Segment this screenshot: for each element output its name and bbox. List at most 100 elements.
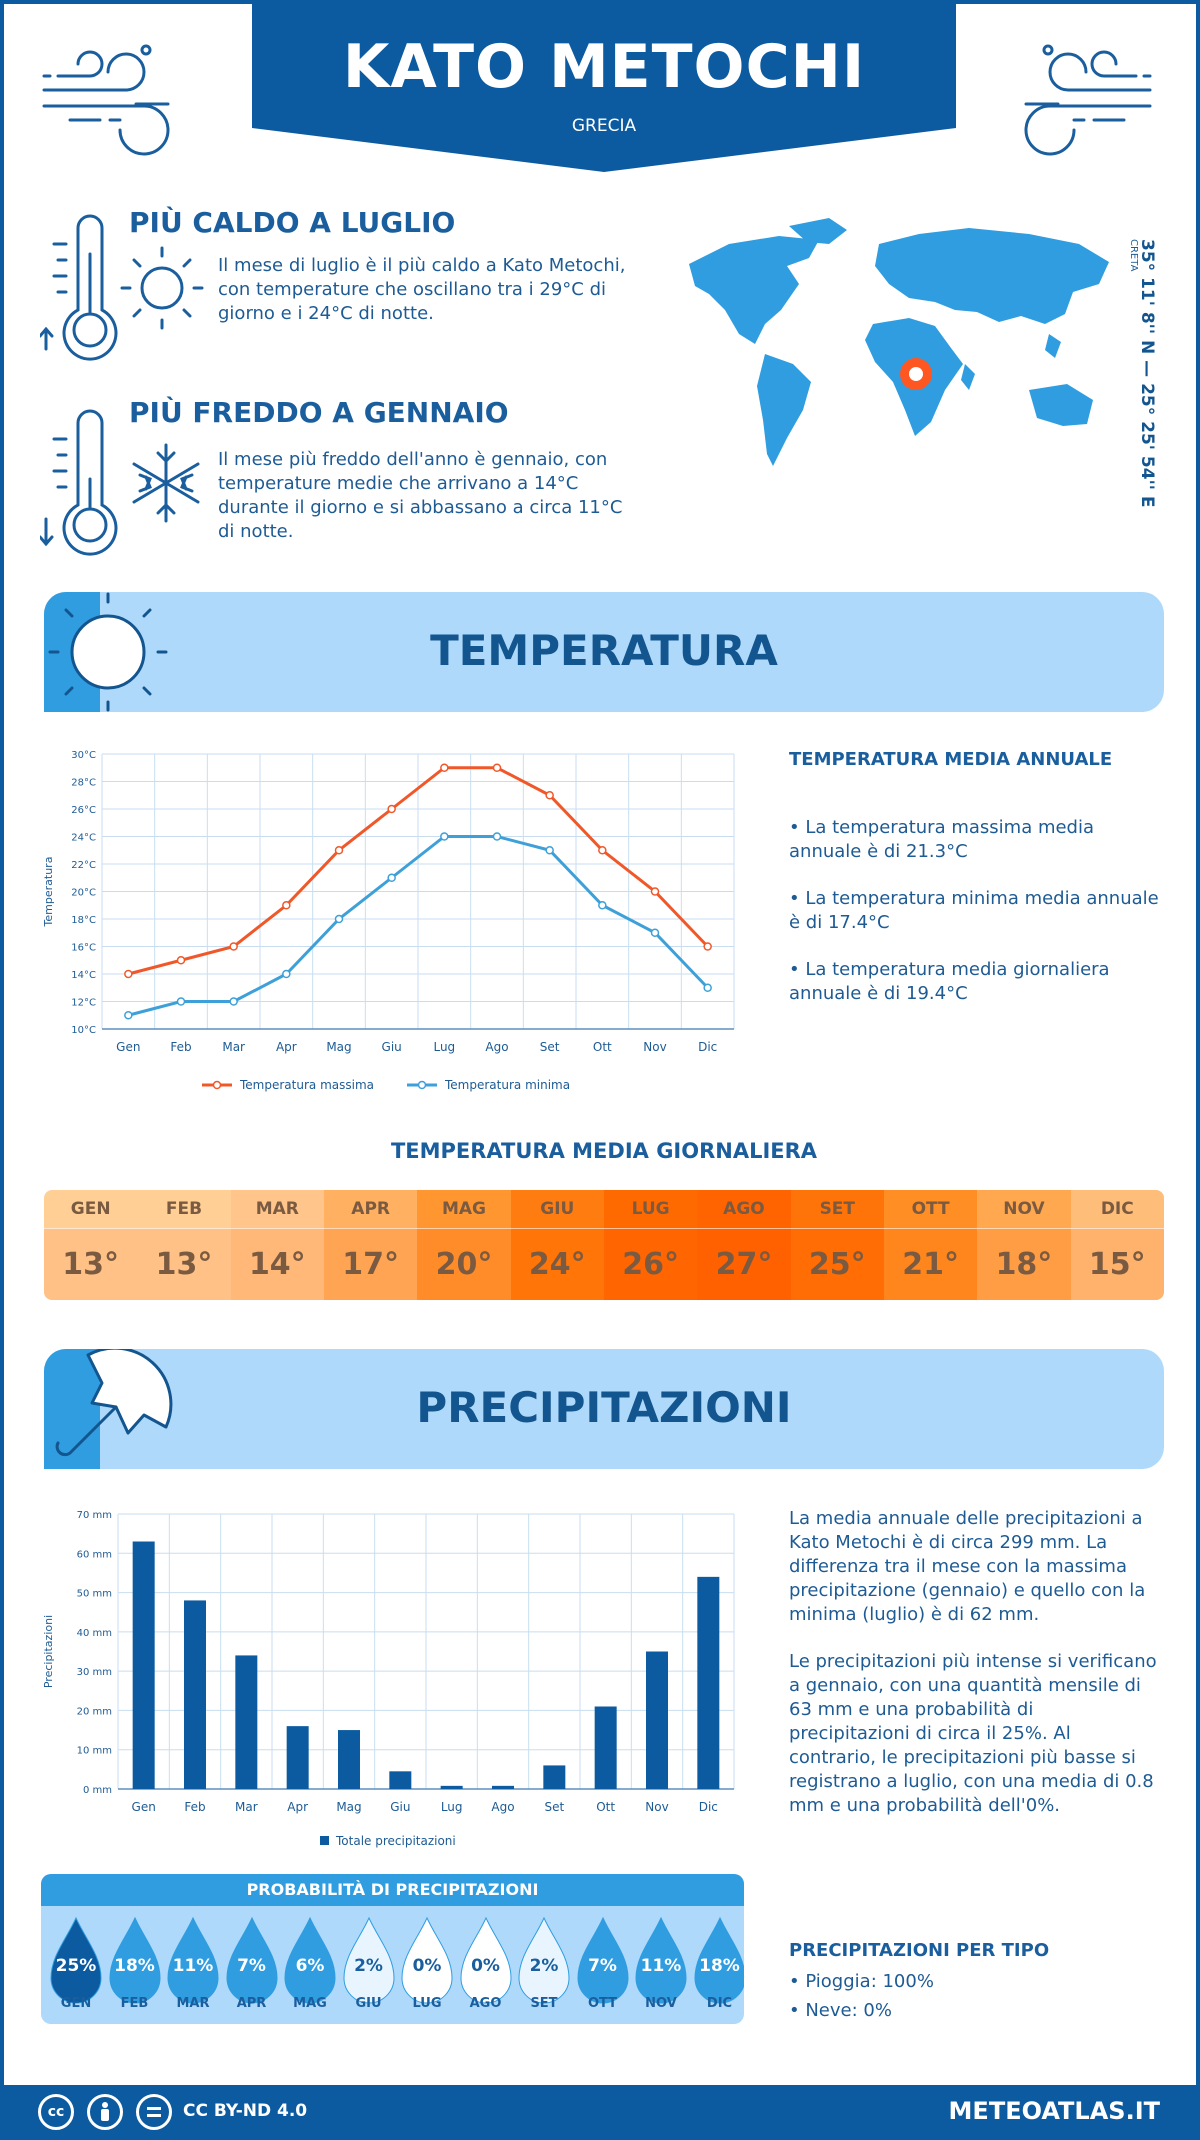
drop-month: AGO: [469, 1996, 502, 2011]
bar: [646, 1651, 668, 1789]
bar: [286, 1726, 309, 1789]
coordinates-text: 35° 11' 8'' N — 25° 25' 54'' E: [1137, 239, 1157, 508]
daily-temp-month: GIU: [510, 1190, 604, 1228]
data-point: [545, 846, 554, 855]
x-tick-label: Giu: [390, 1800, 410, 1814]
daily-temp-month: SET: [790, 1190, 884, 1228]
daily-temp-month: MAG: [417, 1190, 511, 1228]
bar: [543, 1765, 566, 1789]
world-map: [689, 218, 1109, 466]
data-point: [598, 901, 607, 910]
y-tick-label: 20°C: [71, 888, 96, 899]
daily-temp-cell: MAR 14°: [230, 1190, 324, 1300]
x-tick-label: Set: [544, 1800, 564, 1814]
x-tick-label: Feb: [184, 1800, 205, 1814]
data-point: [124, 969, 133, 979]
x-tick-label: Ago: [485, 1040, 508, 1054]
bar: [492, 1785, 514, 1789]
y-tick-label: 14°C: [71, 970, 96, 981]
drop-icon: [225, 1916, 278, 2004]
data-point: [703, 942, 712, 951]
data-point: [334, 846, 344, 855]
drop-icon: [108, 1916, 161, 2004]
drop-icon: [401, 1916, 453, 2004]
data-point: [176, 997, 186, 1006]
y-tick-label: 22°C: [71, 860, 96, 871]
data-point: [229, 997, 238, 1006]
data-point: [282, 901, 291, 910]
precip-drop: 2% GIU: [340, 1916, 398, 2011]
page-title: KATO METOCHI: [342, 32, 866, 102]
series-line: [127, 835, 709, 1017]
x-tick-label: Nov: [643, 1040, 666, 1054]
y-tick-label: 30 mm: [77, 1667, 112, 1678]
y-tick-label: 16°C: [71, 943, 96, 954]
daily-temp-value: 25°: [790, 1228, 884, 1300]
y-tick-label: 60 mm: [77, 1549, 112, 1560]
drop-icon: [635, 1916, 687, 2004]
drop-icon: [284, 1916, 336, 2004]
precip-drop: 0% AGO: [457, 1916, 515, 2011]
x-tick-label: Giu: [382, 1040, 402, 1054]
x-tick-label: Mag: [336, 1800, 361, 1814]
daily-temp-cell: LUG 26°: [603, 1190, 698, 1300]
data-point: [545, 791, 554, 800]
daily-temp-value: 20°: [417, 1228, 511, 1300]
y-tick-label: 12°C: [71, 998, 96, 1009]
thermometer-hot-icon: [40, 214, 204, 361]
cc-icon: cc: [38, 2094, 74, 2130]
data-point: [492, 832, 502, 841]
daily-temp-cell: AGO 27°: [697, 1190, 791, 1300]
drop-icon: [459, 1916, 512, 2004]
precipitation-banner: PRECIPITAZIONI: [44, 1349, 1164, 1469]
bar: [389, 1771, 412, 1789]
x-tick-label: Set: [540, 1040, 560, 1054]
precip-probability-title: PROBABILITÀ DI PRECIPITAZIONI: [41, 1874, 744, 1906]
legend-marker: [212, 1080, 222, 1090]
x-tick-label: Ott: [596, 1800, 615, 1814]
series-line: [127, 766, 709, 976]
daily-temp-cell: MAG 20°: [417, 1190, 511, 1300]
data-point: [440, 832, 449, 841]
header-banner-shape: [252, 4, 956, 172]
legend-swatch: [320, 1836, 329, 1845]
precip-type-title: PRECIPITAZIONI PER TIPO: [789, 1940, 1050, 1961]
temperature-title: TEMPERATURA: [430, 626, 778, 675]
region-label: CRETA: [1128, 239, 1139, 272]
drop-percent: 0%: [471, 1956, 500, 1976]
daily-temp-value: 26°: [603, 1228, 698, 1300]
bar: [184, 1600, 206, 1789]
x-tick-label: Ago: [491, 1800, 514, 1814]
drop-month: MAR: [176, 1996, 210, 2011]
drop-percent: 11%: [640, 1956, 682, 1976]
legend-marker: [417, 1080, 427, 1090]
y-axis-label: Temperatura: [42, 857, 55, 928]
y-tick-label: 50 mm: [77, 1589, 112, 1600]
y-tick-label: 26°C: [71, 805, 96, 816]
daily-temp-cell: GIU 24°: [510, 1190, 604, 1300]
drop-month: OTT: [587, 1996, 618, 2011]
y-axis-label: Precipitazioni: [42, 1615, 55, 1688]
drop-percent: 7%: [237, 1956, 266, 1976]
data-point: [598, 846, 607, 855]
umbrella-icon: [44, 1349, 173, 1469]
daily-temp-cell: GEN 13°: [44, 1190, 138, 1300]
drop-month: NOV: [645, 1996, 677, 2011]
daily-temp-month: OTT: [883, 1190, 978, 1228]
daily-temp-cell: NOV 18°: [977, 1190, 1071, 1300]
daily-temp-value: 24°: [510, 1228, 604, 1300]
drop-percent: 18%: [699, 1956, 740, 1976]
x-tick-label: Mar: [222, 1040, 245, 1054]
x-tick-label: Apr: [276, 1040, 297, 1054]
annual-mean-temp: • La temperatura media giornaliera annua…: [789, 959, 1110, 1004]
bar: [338, 1730, 360, 1789]
license-label: CC BY-ND 4.0: [183, 2101, 308, 2121]
site-link[interactable]: METEOATLAS.IT: [948, 2097, 1160, 2125]
daily-temp-month: DIC: [1070, 1190, 1164, 1228]
drop-percent: 25%: [55, 1956, 97, 1976]
header: KATO METOCHI GRECIA: [252, 4, 956, 172]
temperature-banner: TEMPERATURA: [44, 592, 1164, 712]
daily-temp-value: 27°: [697, 1228, 791, 1300]
x-tick-label: Gen: [116, 1040, 140, 1054]
